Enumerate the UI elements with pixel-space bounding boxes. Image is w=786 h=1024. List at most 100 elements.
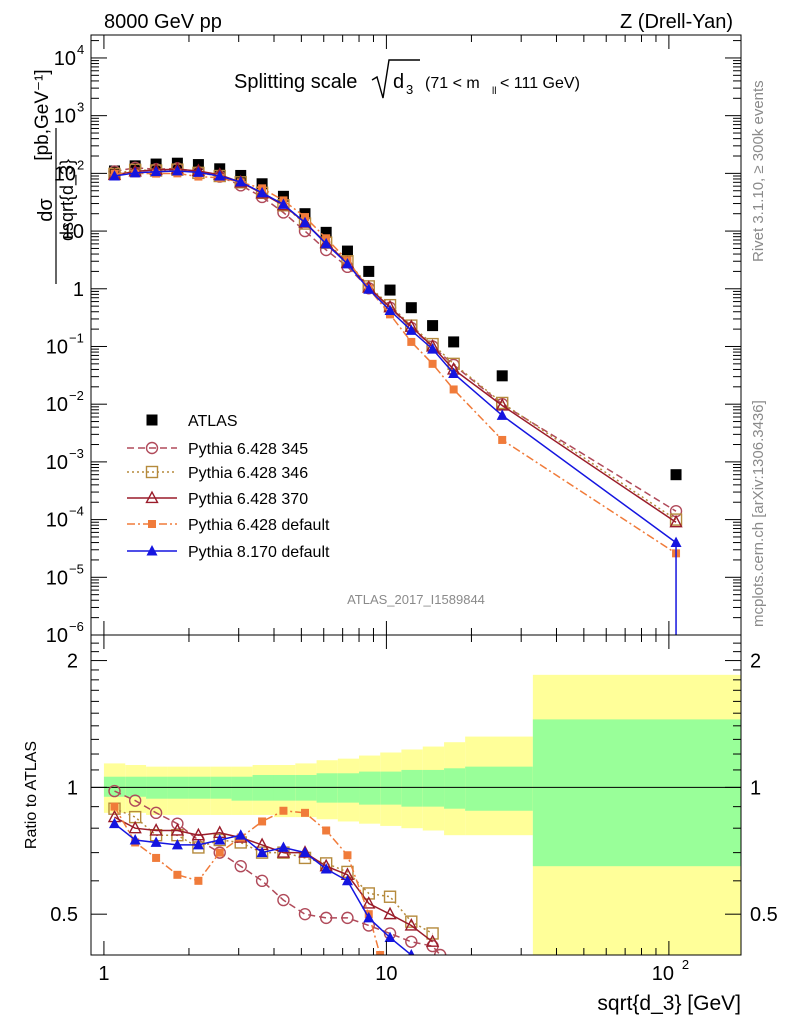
legend-label: Pythia 6.428 default <box>188 517 330 534</box>
ratio-point <box>362 896 376 909</box>
y-tick-label: 10 <box>54 163 76 185</box>
band-stat <box>359 771 381 805</box>
ratio-ylabel: Ratio to ATLAS <box>23 741 40 849</box>
band-stat <box>380 771 402 805</box>
series-line <box>114 167 677 512</box>
legend-label: Pythia 6.428 346 <box>188 465 308 482</box>
legend-marker <box>145 441 159 455</box>
energy-label: 8000 GeV pp <box>104 11 222 33</box>
x-tick-label: 10 <box>375 963 397 985</box>
data-point <box>235 176 247 187</box>
data-point <box>320 237 332 249</box>
legend-marker <box>148 520 156 528</box>
ratio-point <box>150 836 162 847</box>
data-point <box>449 385 458 394</box>
ratio-y-tick-label: 0.5 <box>750 904 778 926</box>
rivet-label: Rivet 3.1.10, ≥ 300k events <box>750 80 767 262</box>
title-range-b: < 111 GeV) <box>500 75 580 92</box>
y-tick-label: 10 <box>62 221 84 243</box>
title-range-sub: ll <box>492 86 496 97</box>
data-point <box>171 165 183 176</box>
analysis-label: ATLAS_2017_I1589844 <box>347 592 485 607</box>
series-1 <box>108 161 683 518</box>
data-point <box>320 226 332 238</box>
legend-marker <box>146 414 158 426</box>
data-point <box>670 469 682 481</box>
data-point <box>496 409 508 420</box>
data-point <box>299 216 311 228</box>
ratio-point <box>255 874 269 888</box>
ratio-point <box>383 906 397 920</box>
legend-label: Pythia 6.428 370 <box>188 491 308 508</box>
legend-label: Pythia 8.170 default <box>188 544 330 561</box>
ratio-y-tick-label: 1 <box>750 777 761 799</box>
data-point <box>405 324 417 335</box>
data-point <box>341 257 353 269</box>
ratio-point <box>235 829 247 840</box>
xlabel: sqrt{d_3} [GeV] <box>597 992 741 1015</box>
y-tick-label: 10 <box>46 452 68 474</box>
ratio-point <box>405 915 418 928</box>
series-0 <box>108 157 682 481</box>
ratio-point <box>319 911 333 925</box>
data-point <box>407 337 416 346</box>
ratio-point <box>108 784 121 798</box>
ratio-point <box>128 820 142 834</box>
ratio-point <box>341 874 353 886</box>
ratio-series-2 <box>107 809 440 947</box>
data-point <box>256 186 268 198</box>
band-stat <box>465 766 533 811</box>
ratio-point <box>170 823 185 836</box>
ratio-point <box>149 806 163 820</box>
ratio-line <box>114 790 441 955</box>
ylabel-units: [pb,GeV⁻¹] <box>32 69 53 160</box>
data-point <box>496 396 509 410</box>
data-point <box>108 170 120 181</box>
ratio-point <box>213 846 226 859</box>
ratio-point <box>258 817 267 826</box>
data-point <box>277 190 289 202</box>
ratio-point <box>277 841 289 852</box>
title-subscript: 3 <box>406 82 413 97</box>
y-tick-label: 10 <box>54 106 76 128</box>
ratio-point <box>376 951 385 955</box>
ratio-point <box>322 826 331 835</box>
y-tick-exponent: 3 <box>77 100 84 115</box>
x-tick-exponent: 2 <box>682 957 689 972</box>
ratio-bands <box>91 674 741 955</box>
data-point <box>363 265 375 277</box>
legend: ATLAS Pythia 6.428 345 Pythia 6.428 346 Pyt… <box>127 413 330 561</box>
x-tick-label: 1 <box>98 963 109 985</box>
data-point <box>670 536 682 548</box>
ratio-point <box>194 876 203 885</box>
ratio-point <box>404 918 418 931</box>
ratio-point <box>171 839 183 850</box>
ratio-point <box>110 802 119 811</box>
data-point <box>427 320 439 332</box>
ratio-line <box>114 816 434 943</box>
legend-label: ATLAS <box>188 413 238 430</box>
x-tick-label: 10 <box>652 963 674 985</box>
band-stat <box>532 719 741 867</box>
ratio-point <box>129 834 141 845</box>
ratio-point <box>425 934 440 947</box>
sqrt-symbol <box>371 59 420 99</box>
ratio-point <box>277 893 290 907</box>
ratio-point <box>299 846 311 858</box>
ratio-point <box>298 907 312 921</box>
legend-item: ATLAS <box>146 413 238 430</box>
process-label: Z (Drell-Yan) <box>620 11 733 33</box>
y-tick-label: 10 <box>46 510 68 532</box>
ratio-point <box>214 834 226 845</box>
ratio-point <box>152 853 161 862</box>
ratio-point <box>215 848 224 857</box>
band-stat <box>125 776 147 797</box>
ratio-y-tick-label: 0.5 <box>50 904 78 926</box>
data-point <box>405 302 417 314</box>
data-point <box>129 166 141 178</box>
data-point <box>448 367 460 378</box>
ratio-series-3 <box>110 802 385 955</box>
y-tick-exponent: −4 <box>69 504 84 519</box>
band-stat <box>401 769 423 807</box>
